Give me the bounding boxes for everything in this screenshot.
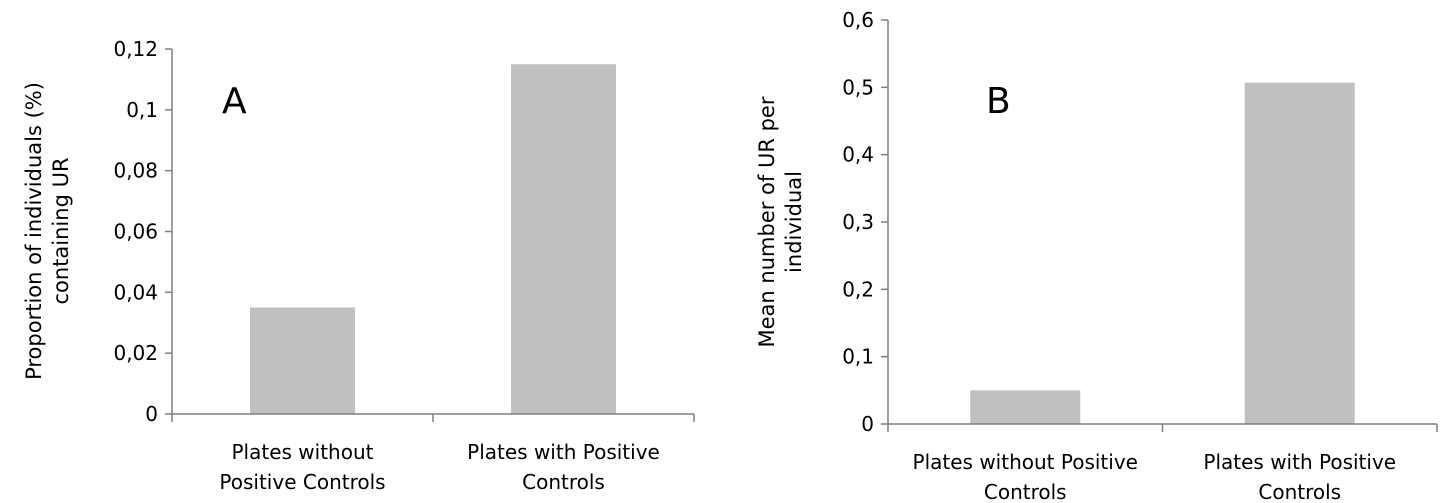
y-tick-label: 0,5 — [842, 75, 874, 99]
y-tick-label: 0,1 — [126, 98, 158, 122]
panel-label: A — [222, 81, 247, 122]
y-tick-label: 0 — [145, 402, 158, 426]
x-category-label: Controls — [522, 470, 605, 494]
y-axis-label-line-1: Mean number of UR per — [755, 96, 779, 347]
bar — [1244, 82, 1355, 425]
x-category-label: Plates with Positive — [1203, 450, 1396, 474]
x-category-label: Plates with Positive — [467, 440, 660, 464]
y-tick-label: 0,2 — [842, 277, 874, 301]
panel-label: B — [986, 81, 1011, 122]
y-axis-label-line-2: individual — [782, 171, 806, 273]
bar — [511, 64, 616, 414]
y-axis-label-line-1: Proportion of individuals (%) — [22, 82, 46, 380]
bar — [250, 307, 355, 414]
y-tick-label: 0,3 — [842, 210, 874, 234]
y-axis-label-line-2: containing UR — [49, 157, 73, 304]
bar — [970, 390, 1081, 424]
y-tick-label: 0,06 — [113, 220, 158, 244]
y-tick-label: 0,02 — [113, 341, 158, 365]
x-category-label: Plates without — [232, 440, 374, 464]
y-tick-label: 0,12 — [113, 37, 158, 61]
x-category-label: Plates without Positive — [913, 450, 1138, 474]
y-tick-label: 0,04 — [113, 280, 158, 304]
x-category-label: Positive Controls — [219, 470, 385, 494]
y-tick-label: 0,1 — [842, 345, 874, 369]
y-tick-label: 0,08 — [113, 159, 158, 183]
y-tick-label: 0,6 — [842, 8, 874, 32]
x-category-label: Controls — [1258, 480, 1341, 503]
chart-a: Proportion of individuals (%) containing… — [22, 37, 695, 494]
y-tick-label: 0 — [861, 412, 874, 436]
chart-b: Mean number of UR per individual B 0 0,1 0… — [755, 8, 1438, 503]
x-category-label: Controls — [984, 480, 1067, 503]
y-tick-label: 0,4 — [842, 143, 874, 167]
